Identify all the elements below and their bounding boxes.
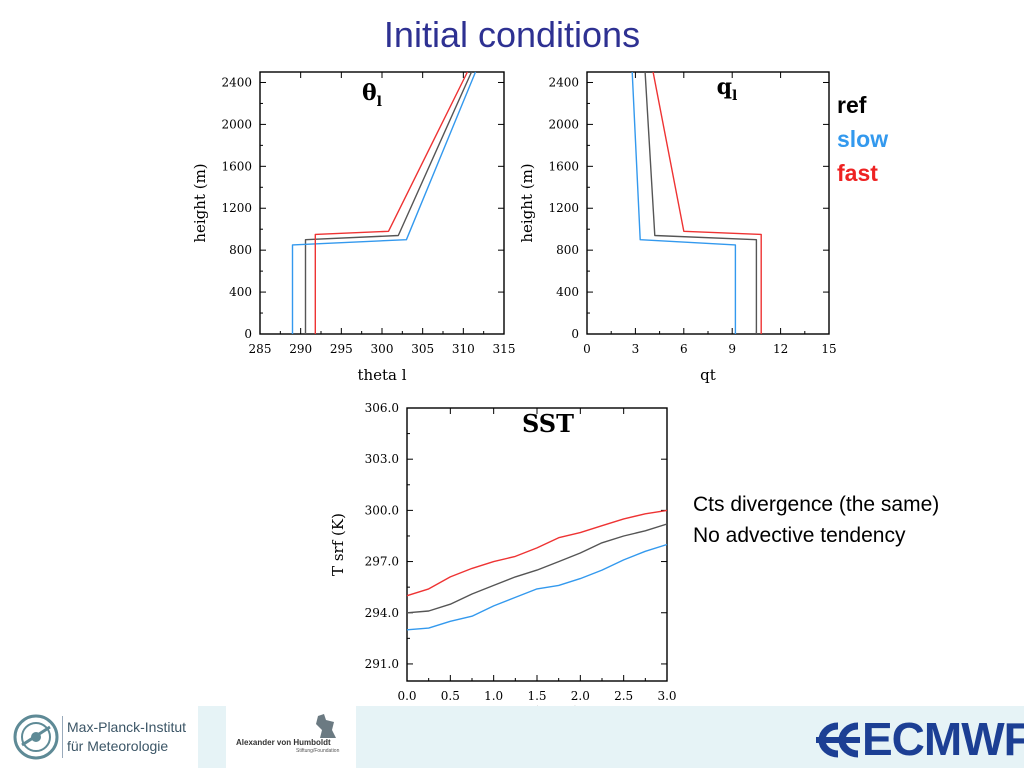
chart3-ytick-label: 297.0: [365, 555, 399, 569]
chart1-ylabel: height (m): [191, 163, 209, 242]
humboldt-logo: Alexander von Humboldt Stiftung/Foundati…: [226, 706, 356, 768]
note-line-2: No advective tendency: [693, 524, 906, 547]
chart1-title-main: θ: [362, 80, 377, 106]
chart1-xtick-label: 310: [452, 342, 475, 356]
chart3-xtick-label: 2.0: [571, 689, 590, 703]
chart2-xtick-label: 0: [583, 342, 591, 356]
chart3-series-slow-line: [406, 543, 668, 631]
chart3-series-fast-line: [406, 509, 668, 597]
humboldt-emblem-icon: [316, 714, 336, 738]
chart2-ytick-label: 1600: [548, 159, 579, 173]
chart2-series-fast-line: [652, 71, 762, 334]
chart1-xtick-label: 315: [493, 342, 516, 356]
humboldt-name: Alexander von Humboldt: [236, 738, 331, 747]
chart1-ytick-label: 800: [229, 243, 252, 257]
legend-slow: slow: [837, 126, 889, 152]
chart2-ytick-label: 400: [556, 285, 579, 299]
sst-panel-background: [320, 398, 682, 723]
chart2-title: ql: [717, 74, 738, 104]
ecmwf-logo-text: ECMWF: [862, 713, 1024, 765]
chart3-ytick-label: 300.0: [365, 503, 399, 517]
chart2-xtick-label: 3: [632, 342, 640, 356]
chart2-ytick-label: 2000: [548, 117, 579, 131]
chart1-title: θl: [362, 80, 382, 110]
chart1-title-subscript: l: [377, 94, 382, 110]
chart3-ytick-label: 306.0: [365, 401, 399, 415]
chart1-ytick-label: 0: [244, 327, 252, 341]
chart2-xtick-label: 12: [773, 342, 788, 356]
chart2-xtick-label: 6: [680, 342, 688, 356]
chart1-xlabel: theta l: [357, 366, 406, 384]
chart2-xtick-label: 9: [728, 342, 736, 356]
chart1-xtick-label: 305: [411, 342, 434, 356]
chart2-xlabel: qt: [700, 366, 716, 384]
legend-fast: fast: [837, 160, 878, 186]
chart1-xtick-label: 290: [289, 342, 312, 356]
chart1-series-ref-line: [304, 71, 473, 334]
ecmwf-swirl-icon: [816, 722, 860, 758]
chart2-series-slow-line: [631, 71, 737, 334]
chart1-xtick-label: 285: [249, 342, 272, 356]
mpi-name: Max-Planck-Institut für Meteorologie: [67, 718, 186, 756]
chart2-ytick-label: 2400: [548, 75, 579, 89]
mpi-line-1: Max-Planck-Institut: [67, 719, 187, 735]
notes: Cts divergence (the same) No advective t…: [693, 489, 939, 551]
mpi-line-2: für Meteorologie: [67, 738, 169, 754]
chart3-series-ref-line: [406, 523, 668, 614]
slide-title: Initial conditions: [383, 14, 641, 55]
chart1-xtick-label: 300: [371, 342, 394, 356]
chart3-xtick-label: 0.0: [397, 689, 416, 703]
chart3-xtick-label: 1.5: [527, 689, 546, 703]
chart3-ytick-label: 294.0: [365, 606, 399, 620]
chart3-xtick-label: 3.0: [657, 689, 676, 703]
chart2-top-mask: [578, 58, 718, 71]
chart2-ytick-label: 1200: [548, 201, 579, 215]
chart2-title-subscript: l: [732, 88, 737, 104]
chart1-top-mask: [250, 58, 520, 71]
chart2-title-main: q: [717, 74, 732, 100]
chart2-ytick-label: 800: [556, 243, 579, 257]
chart1-ytick-label: 2400: [221, 75, 252, 89]
chart1-ytick-label: 2000: [221, 117, 252, 131]
chart3-frame: [406, 407, 668, 682]
chart1-series-fast-line: [314, 71, 469, 334]
chart3-title: SST: [522, 409, 574, 438]
chart2-xtick-label: 15: [821, 342, 836, 356]
chart3-ytick-label: 303.0: [365, 452, 399, 466]
chart2-series-ref-line: [644, 71, 758, 334]
chart3-xtick-label: 2.5: [614, 689, 633, 703]
chart1-series-slow-line: [291, 71, 477, 334]
humboldt-subtitle: Stiftung/Foundation: [296, 748, 340, 754]
chart1-ytick-label: 1200: [221, 201, 252, 215]
chart2-frame: [586, 71, 830, 335]
chart3-xtick-label: 1.0: [484, 689, 503, 703]
chart2-ytick-label: 0: [571, 327, 579, 341]
legend-ref: ref: [837, 92, 867, 118]
chart1-ytick-label: 1600: [221, 159, 252, 173]
chart3-ylabel: T srf (K): [329, 513, 347, 576]
chart3-ytick-label: 291.0: [365, 657, 399, 671]
chart1-xtick-label: 295: [330, 342, 353, 356]
chart2-ylabel: height (m): [518, 163, 536, 242]
chart3-xtick-label: 0.5: [441, 689, 460, 703]
chart1-frame: [259, 71, 505, 335]
legend: ref slow fast: [837, 88, 888, 190]
chart1-ytick-label: 400: [229, 285, 252, 299]
mpi-emblem-icon: [13, 714, 59, 760]
note-line-1: Cts divergence (the same): [693, 493, 940, 516]
mpi-logo: Max-Planck-Institut für Meteorologie: [0, 706, 198, 768]
